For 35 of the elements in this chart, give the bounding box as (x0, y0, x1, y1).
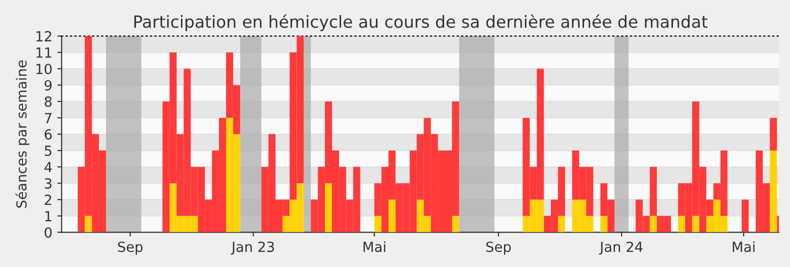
bar (770, 150, 777, 232)
y-axis-title: Séances par semaine (15, 60, 30, 208)
x-tick-label: Jan 23 (230, 242, 274, 255)
y-tick-label: 2 (44, 194, 52, 205)
x-tick-label: Mai (732, 241, 755, 252)
x-tick-label: Sep (486, 242, 511, 255)
bar (678, 216, 686, 232)
y-tick-label: 4 (44, 162, 52, 172)
y-tick-label: 10 (36, 64, 52, 74)
y-tick-label: 3 (44, 178, 52, 189)
bar (770, 118, 777, 151)
y-tick-label: 1 (45, 211, 52, 222)
y-tick-label: 12 (36, 31, 52, 42)
x-tick-label: Mai (364, 241, 386, 252)
bar (650, 216, 657, 232)
y-tick-label: 6 (44, 129, 52, 140)
y-tick-label: 9 (44, 80, 52, 91)
y-tick-label: 5 (44, 146, 52, 156)
chart-title: Participation en hémicycle au cours de sa dernière année de mandat (134, 14, 708, 32)
bar (558, 216, 566, 232)
x-tick-label: Sep (118, 242, 143, 255)
bar (324, 183, 332, 232)
bar (374, 216, 382, 232)
bar (600, 216, 608, 232)
bar (650, 166, 657, 216)
y-tick-label: 7 (44, 112, 52, 124)
bar (742, 200, 749, 232)
bar (452, 216, 460, 232)
y-tick-label: 0 (44, 227, 52, 238)
x-tick-label: Jan 24 (599, 242, 643, 255)
y-tick-label: 8 (44, 96, 52, 107)
bar (692, 216, 700, 232)
bar (84, 216, 92, 232)
y-tick-label: 11 (36, 48, 52, 58)
bar (388, 200, 396, 232)
